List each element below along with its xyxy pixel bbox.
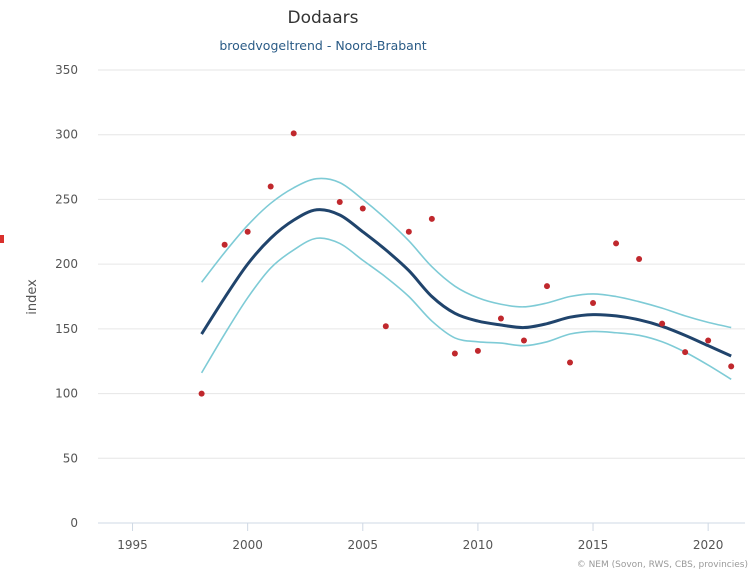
index-point (405, 228, 412, 235)
lower-confidence-bound-line (200, 237, 732, 381)
index-point (659, 320, 666, 327)
y-tick-label: 100 (55, 387, 78, 401)
index-point (497, 315, 504, 322)
trend-line-group (200, 208, 732, 358)
index-point (728, 363, 735, 370)
index-point (221, 241, 228, 248)
trend-line (200, 208, 732, 358)
left-edge-marker (0, 235, 4, 243)
upper-confidence-bound-line (200, 177, 732, 329)
index-point (474, 347, 481, 354)
index-point (590, 299, 597, 306)
x-axis-ticks: 1995 2000 2005 2010 2015 2020 (117, 523, 723, 552)
index-point (428, 215, 435, 222)
y-axis-ticks: 0 50 100 150 200 250 300 350 (55, 63, 78, 530)
credits-text: © NEM (Sovon, RWS, CBS, provincies) (577, 560, 748, 570)
index-point (336, 199, 343, 206)
x-tick-label: 2020 (693, 538, 724, 552)
index-point (290, 130, 297, 137)
y-tick-label: 300 (55, 128, 78, 142)
index-point (267, 183, 274, 190)
y-tick-label: 200 (55, 257, 78, 271)
index-point (359, 205, 366, 212)
y-tick-label: 0 (70, 516, 78, 530)
index-point (520, 337, 527, 344)
x-tick-label: 2005 (348, 538, 379, 552)
confidence-band (200, 177, 732, 381)
y-tick-label: 350 (55, 63, 78, 77)
x-tick-label: 2000 (232, 538, 263, 552)
x-tick-label: 2010 (463, 538, 494, 552)
index-point (705, 337, 712, 344)
index-point (567, 359, 574, 366)
index-point (198, 390, 205, 397)
index-point (613, 240, 620, 247)
index-point (451, 350, 458, 357)
index-point (543, 283, 550, 290)
y-tick-label: 250 (55, 192, 78, 206)
index-point (382, 323, 389, 330)
index-point (682, 349, 689, 356)
y-tick-label: 50 (63, 451, 78, 465)
index-point (636, 255, 643, 262)
x-tick-label: 2015 (578, 538, 609, 552)
chart-title: Dodaars (288, 8, 359, 28)
y-axis-label: index (25, 279, 40, 315)
grid-lines (98, 69, 745, 524)
chart-subtitle: broedvogeltrend - Noord-Brabant (219, 38, 426, 53)
index-point (244, 228, 251, 235)
y-tick-label: 150 (55, 322, 78, 336)
x-tick-label: 1995 (117, 538, 148, 552)
annual-index-points (198, 130, 735, 397)
